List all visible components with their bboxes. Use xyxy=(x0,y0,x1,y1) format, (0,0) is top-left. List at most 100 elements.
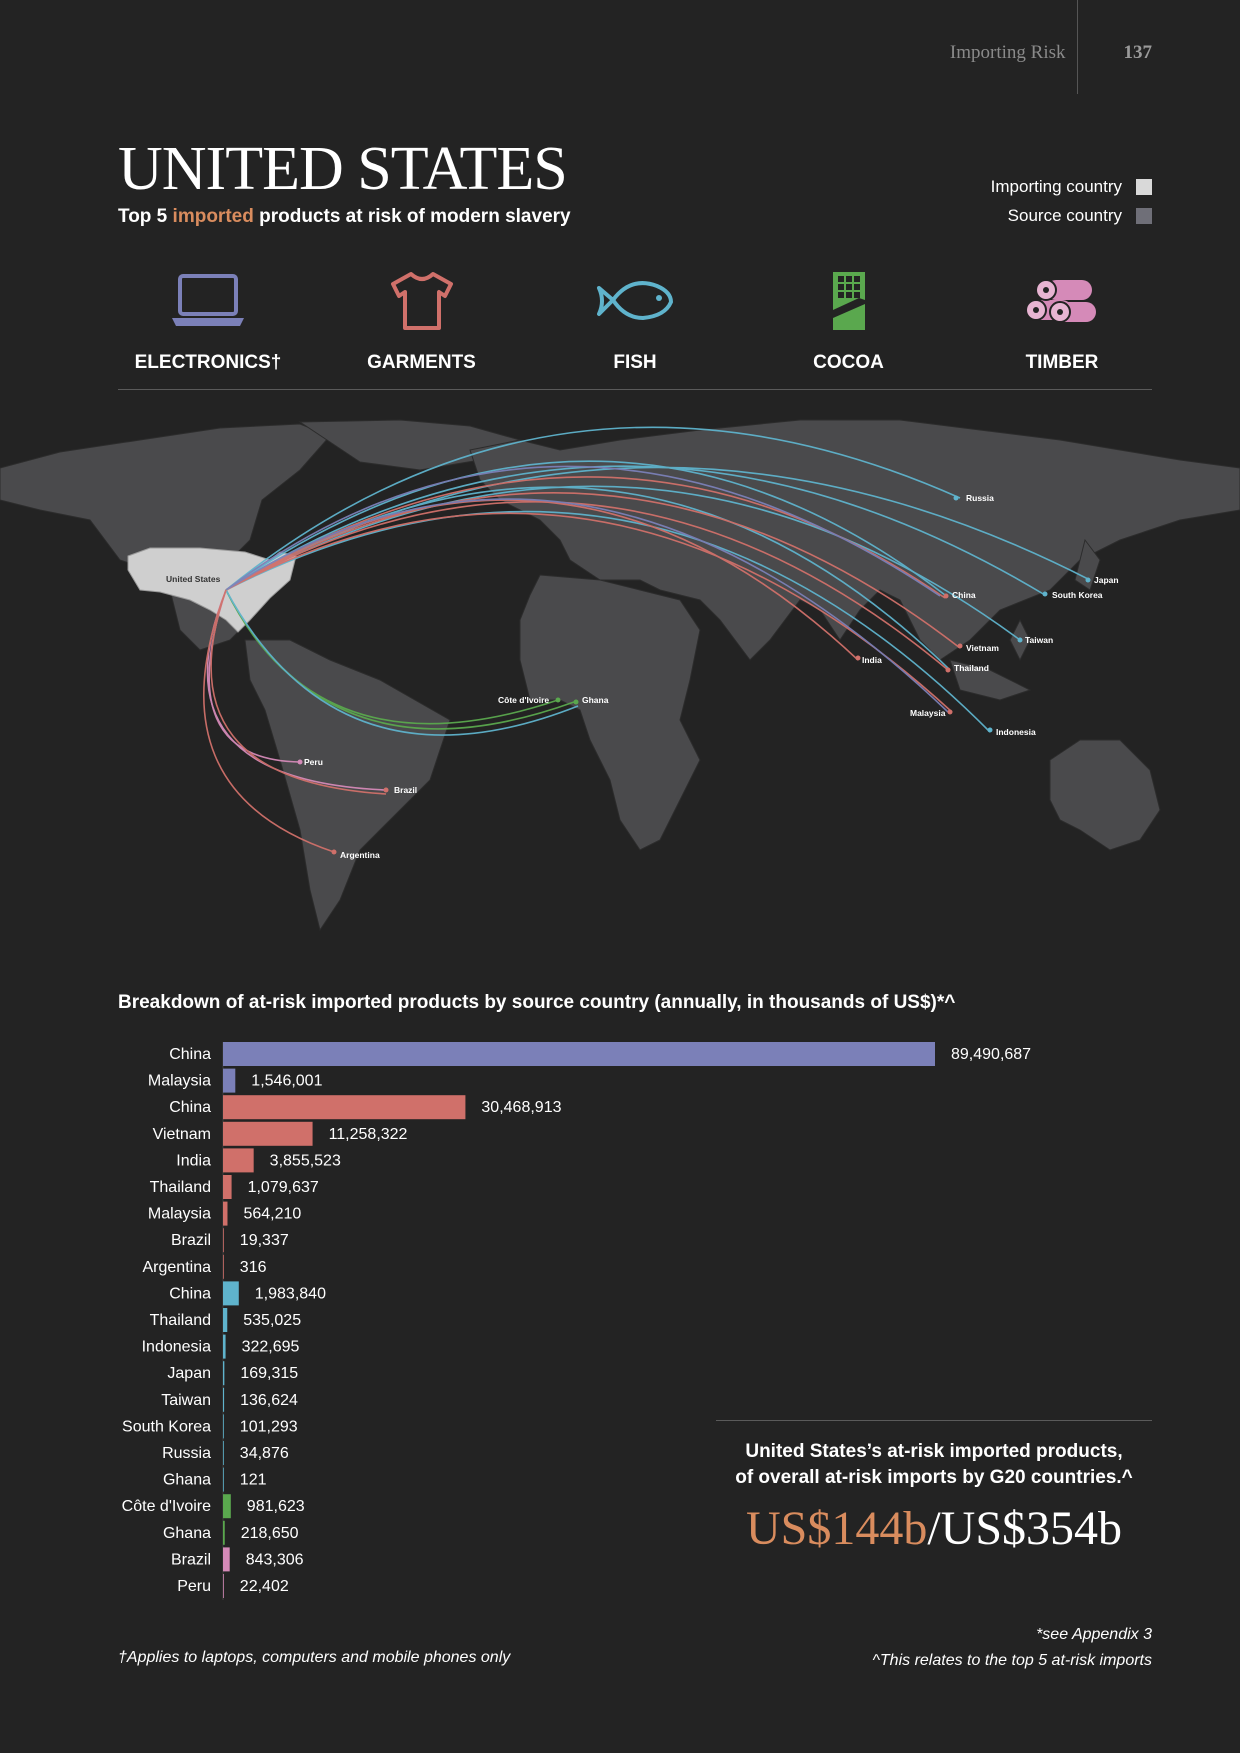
map-marker xyxy=(331,849,337,855)
legend-item-importing: Importing country xyxy=(991,172,1152,201)
page-number: 137 xyxy=(1123,42,1153,63)
header-divider xyxy=(1077,0,1078,94)
product-label: FISH xyxy=(613,352,657,373)
bar xyxy=(223,1520,225,1545)
page-header: Importing Risk 137 xyxy=(950,0,1153,94)
trade-route-arcs xyxy=(203,426,1091,853)
bar-value-label: 101,293 xyxy=(240,1418,298,1435)
bar xyxy=(223,1201,228,1226)
product-timber: TIMBER xyxy=(972,262,1152,374)
products-row: ELECTRONICS† GARMENTS FISH COCOA TIMBER xyxy=(118,262,1152,374)
bar xyxy=(223,1547,230,1572)
bar-category-label: China xyxy=(169,1285,211,1302)
map-label: Indonesia xyxy=(996,727,1036,737)
map-marker xyxy=(855,655,861,661)
map-marker xyxy=(1085,577,1091,583)
product-label: GARMENTS xyxy=(367,352,476,373)
map-label: Argentina xyxy=(340,850,380,860)
product-garments: GARMENTS xyxy=(332,262,512,374)
bar xyxy=(223,1308,228,1332)
bar-category-label: Ghana xyxy=(163,1525,211,1542)
bar xyxy=(223,1121,313,1146)
map-label: Brazil xyxy=(394,785,417,795)
map-marker xyxy=(947,709,953,715)
bar-value-label: 322,695 xyxy=(242,1339,300,1356)
footnote-dagger: †Applies to laptops, computers and mobil… xyxy=(118,1649,511,1666)
product-cocoa: COCOA xyxy=(759,262,939,374)
map-label: Japan xyxy=(1094,575,1119,585)
bar-category-label: Ghana xyxy=(163,1472,211,1489)
footnote-caret: ^This relates to the top 5 at-risk impor… xyxy=(872,1652,1152,1669)
product-label: ELECTRONICS† xyxy=(134,352,282,373)
page-title: UNITED STATES xyxy=(118,135,568,203)
bar-category-label: Malaysia xyxy=(148,1073,211,1090)
bar-value-label: 34,876 xyxy=(240,1445,289,1462)
map-legend: Importing country Source country xyxy=(991,172,1152,230)
fish-icon xyxy=(545,262,725,340)
bar-value-label: 1,079,637 xyxy=(248,1179,319,1196)
map-marker xyxy=(987,727,993,733)
bar-value-label: 11,258,322 xyxy=(329,1126,408,1143)
map-label: Peru xyxy=(304,757,323,767)
legend-swatch xyxy=(1136,207,1152,224)
bar-category-label: Thailand xyxy=(150,1179,211,1196)
map-marker xyxy=(945,667,951,673)
bar xyxy=(223,1361,225,1386)
bar-value-label: 136,624 xyxy=(240,1392,298,1409)
map-label: Malaysia xyxy=(910,708,946,718)
chocolate-icon xyxy=(759,262,939,340)
summary-amount: US$144b xyxy=(745,1502,928,1555)
summary-text: United States’s at-risk imported product… xyxy=(716,1439,1152,1491)
footnote-appendix: *see Appendix 3 xyxy=(1036,1626,1152,1643)
bar xyxy=(223,1574,224,1598)
logs-icon xyxy=(972,262,1152,340)
bar-category-label: Malaysia xyxy=(148,1206,211,1223)
chart-title: Breakdown of at-risk imported products b… xyxy=(118,992,956,1013)
map-marker xyxy=(573,699,579,705)
subtitle-highlight: imported xyxy=(172,206,254,227)
map-label: Taiwan xyxy=(1025,635,1053,645)
bar-value-label: 3,855,523 xyxy=(270,1152,341,1169)
legend-label: Importing country xyxy=(990,176,1122,196)
summary-figure: US$144b/US$354b xyxy=(716,1501,1152,1556)
map-label: India xyxy=(862,655,882,665)
bar-value-label: 30,468,913 xyxy=(481,1099,561,1116)
bar xyxy=(223,1228,224,1253)
bar xyxy=(223,1441,224,1465)
bar-category-label: Brazil xyxy=(171,1232,211,1249)
map-label: Côte d'Ivoire xyxy=(498,695,549,705)
legend-item-source: Source country xyxy=(991,201,1152,230)
bar-value-label: 1,546,001 xyxy=(251,1073,322,1090)
bar-category-label: India xyxy=(176,1152,211,1169)
tshirt-icon xyxy=(332,262,512,340)
product-label: TIMBER xyxy=(1025,352,1099,373)
bar xyxy=(223,1254,224,1279)
bar-value-label: 1,983,840 xyxy=(255,1285,326,1302)
summary-box: United States’s at-risk imported product… xyxy=(716,1420,1152,1556)
bar-value-label: 981,623 xyxy=(247,1498,305,1515)
bar-category-label: Brazil xyxy=(171,1551,211,1568)
laptop-icon xyxy=(118,262,298,340)
subtitle-post: products at risk of modern slavery xyxy=(253,206,571,227)
bar-category-label: Japan xyxy=(167,1365,211,1382)
bar-category-label: China xyxy=(169,1099,211,1116)
bar-value-label: 218,650 xyxy=(241,1525,299,1542)
bar xyxy=(223,1414,224,1439)
product-label: COCOA xyxy=(813,352,884,373)
bar-category-label: China xyxy=(169,1046,211,1063)
subtitle-pre: Top 5 xyxy=(118,206,173,227)
summary-line: United States’s at-risk imported product… xyxy=(745,1441,1123,1462)
map-label: South Korea xyxy=(1052,590,1103,600)
bar-category-label: Russia xyxy=(162,1445,211,1462)
bar-category-label: Argentina xyxy=(143,1259,212,1276)
map-label: China xyxy=(952,590,976,600)
map-label: Ghana xyxy=(582,695,609,705)
bar-value-label: 564,210 xyxy=(243,1206,301,1223)
summary-line: of overall at-risk imports by G20 countr… xyxy=(735,1467,1133,1488)
map-marker xyxy=(1017,637,1023,643)
map-label: Russia xyxy=(966,493,994,503)
summary-total: /US$354b xyxy=(927,1502,1123,1555)
bar xyxy=(223,1467,224,1492)
bar-value-label: 19,337 xyxy=(240,1232,289,1249)
product-fish: FISH xyxy=(545,262,725,374)
